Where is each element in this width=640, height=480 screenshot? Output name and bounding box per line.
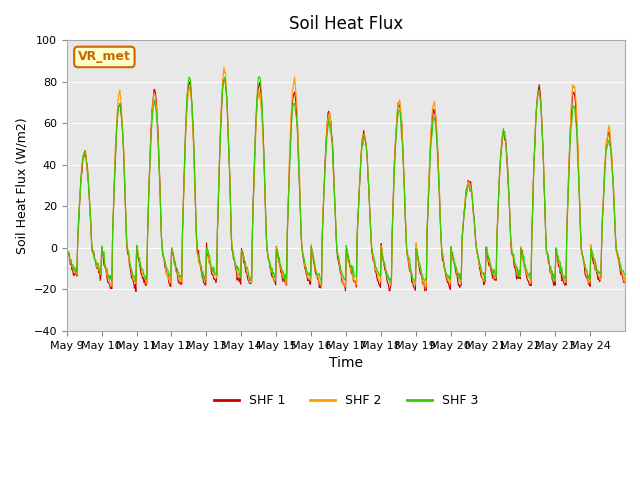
Legend: SHF 1, SHF 2, SHF 3: SHF 1, SHF 2, SHF 3 (209, 389, 483, 412)
SHF 3 (317, 281, 325, 287)
SHF 2 (422, 286, 429, 292)
SHF 3 (231, 260, 239, 265)
SHF 1 (436, 214, 444, 219)
Line: SHF 3: SHF 3 (67, 77, 625, 284)
SHF 3 (63, 243, 70, 249)
SHF 1 (260, 157, 268, 163)
SHF 2 (436, 209, 444, 215)
SHF 1 (132, 288, 140, 294)
SHF 1 (221, 76, 228, 82)
SHF 1 (405, 263, 413, 268)
SHF 2 (280, 276, 288, 282)
SHF 3 (436, 212, 444, 217)
SHF 2 (259, 145, 267, 151)
SHF 3 (259, 134, 267, 140)
SHF 2 (621, 273, 629, 279)
Title: Soil Heat Flux: Soil Heat Flux (289, 15, 403, 33)
Text: VR_met: VR_met (78, 50, 131, 63)
SHF 2 (63, 245, 70, 251)
SHF 2 (220, 64, 228, 70)
SHF 2 (404, 258, 412, 264)
SHF 1 (129, 274, 136, 280)
SHF 1 (232, 268, 240, 274)
Line: SHF 1: SHF 1 (67, 79, 625, 291)
Line: SHF 2: SHF 2 (67, 67, 625, 289)
X-axis label: Time: Time (329, 356, 363, 370)
SHF 3 (280, 276, 288, 282)
SHF 3 (405, 255, 413, 261)
SHF 3 (256, 74, 264, 80)
SHF 1 (63, 246, 70, 252)
SHF 2 (129, 272, 136, 278)
SHF 2 (232, 262, 239, 267)
SHF 3 (129, 269, 136, 275)
Y-axis label: Soil Heat Flux (W/m2): Soil Heat Flux (W/m2) (15, 117, 28, 254)
SHF 3 (621, 272, 629, 277)
SHF 1 (281, 280, 289, 286)
SHF 1 (621, 276, 629, 282)
